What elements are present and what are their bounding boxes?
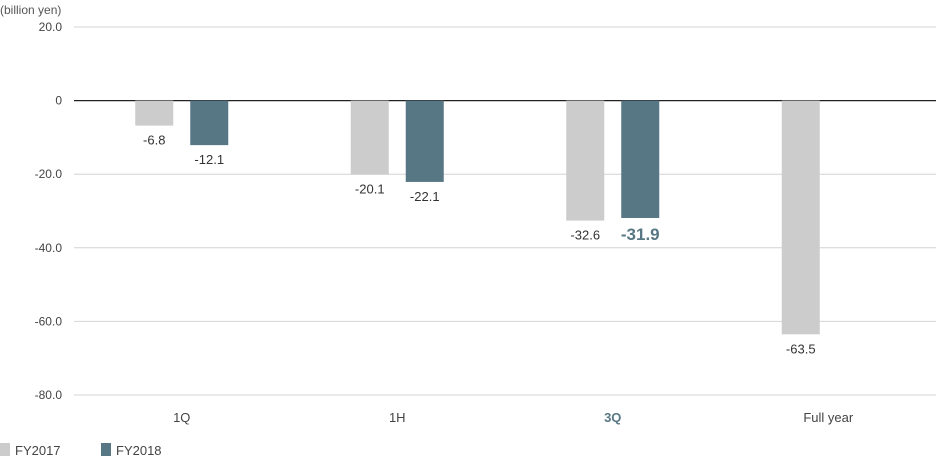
y-axis-ticks: 20.0 0 -20.0 -40.0 -60.0 -80.0 — [35, 20, 63, 402]
bar — [135, 100, 174, 126]
bar — [190, 100, 229, 146]
bars — [135, 100, 820, 335]
category-label: 3Q — [604, 410, 621, 425]
category-label: 1H — [389, 410, 406, 425]
value-label: -32.6 — [570, 228, 600, 243]
category-label: 1Q — [173, 410, 190, 425]
bar — [566, 100, 605, 221]
y-tick-label: -60.0 — [35, 314, 63, 328]
unit-label: (billion yen) — [0, 3, 61, 17]
y-tick-label: 20.0 — [39, 20, 63, 34]
legend-swatch-fy2017 — [0, 443, 10, 456]
category-labels: 1Q 1H 3Q Full year — [173, 410, 854, 425]
legend-label-fy2017: FY2017 — [15, 443, 61, 456]
legend: FY2017 FY2018 — [0, 443, 162, 456]
category-label: Full year — [803, 410, 854, 425]
y-tick-label: -80.0 — [35, 388, 63, 402]
value-label: -20.1 — [355, 182, 385, 197]
legend-label-fy2018: FY2018 — [116, 443, 162, 456]
y-tick-label: -40.0 — [35, 241, 63, 255]
value-label: -31.9 — [621, 225, 660, 244]
value-label: -22.1 — [410, 189, 440, 204]
value-labels: -6.8 -12.1 -20.1 -22.1 -32.6 -31.9 -63.5 — [143, 133, 816, 357]
bar — [781, 100, 820, 335]
value-label: -63.5 — [786, 341, 816, 356]
bar — [350, 100, 389, 175]
bar — [405, 100, 444, 182]
bar — [621, 100, 660, 218]
y-tick-label: 0 — [55, 94, 62, 108]
value-label: -12.1 — [194, 152, 224, 167]
value-label: -6.8 — [143, 133, 165, 148]
y-tick-label: -20.0 — [35, 167, 63, 181]
legend-swatch-fy2018 — [101, 443, 111, 456]
